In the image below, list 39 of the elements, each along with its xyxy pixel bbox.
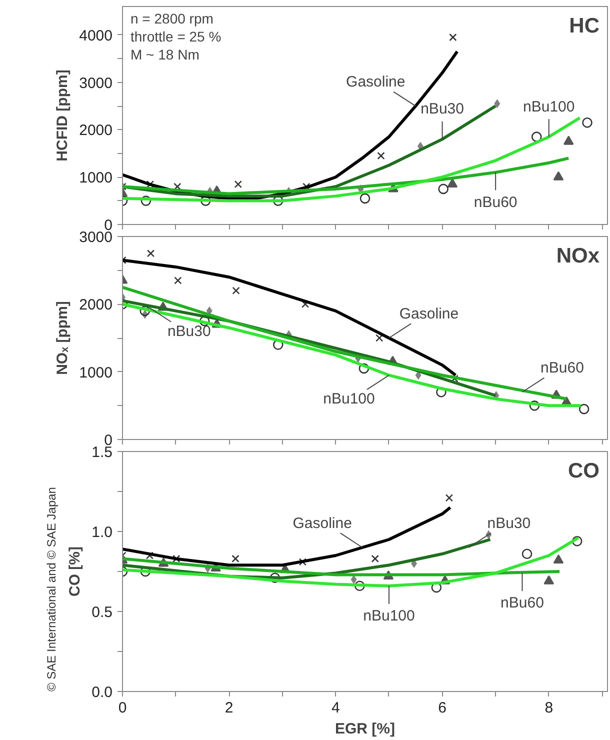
y-tick-label: 1000	[79, 364, 113, 382]
y-axis-title: HCFID [ppm]	[54, 70, 72, 162]
x-axis-title: EGR [%]	[335, 720, 396, 738]
y-axis-title: CO [%]	[66, 546, 84, 596]
annotation: Gasoline	[346, 74, 406, 91]
annotation: n = 2800 rpm	[130, 10, 214, 26]
annotation: throttle = 25 %	[130, 28, 222, 44]
annotation: nBu30	[420, 100, 464, 118]
x-tick-label: 0	[118, 700, 127, 716]
y-tick-label: 2000	[79, 296, 113, 314]
annotation: nBu60	[540, 360, 584, 377]
annotation: Gasoline	[399, 306, 459, 322]
y-axis-title: NOₓ [ppm]	[54, 301, 72, 375]
y-tick-label: 3000	[79, 229, 113, 246]
y-tick-label: 0.5	[92, 604, 113, 621]
x-tick-label: 6	[438, 700, 446, 716]
x-tick-label: 8	[544, 700, 554, 716]
annotation: M ~ 18 Nm	[130, 46, 200, 62]
y-tick-label: 2000	[79, 122, 113, 140]
y-tick-label: 3000	[79, 74, 113, 92]
text: © SAE International and © SAE Japan	[44, 487, 58, 692]
annotation: nBu30	[487, 515, 531, 532]
y-tick-label: 1000	[79, 170, 113, 187]
chart-title: CO	[568, 460, 600, 482]
annotation: nBu100	[523, 98, 575, 116]
y-tick-label: 1.0	[92, 524, 113, 541]
annotation: nBu100	[323, 390, 375, 408]
x-tick-label: 4	[332, 700, 340, 716]
annotation: nBu60	[500, 594, 544, 612]
annotation: nBu30	[167, 323, 211, 340]
chart-title: NOx	[556, 244, 600, 268]
annotation: nBu60	[474, 194, 518, 211]
annotation: nBu100	[363, 607, 415, 624]
y-tick-label: 4000	[79, 27, 113, 44]
chart-title: HC	[569, 14, 600, 38]
annotation: Gasoline	[292, 515, 352, 532]
x-tick-label: 2	[224, 700, 234, 716]
y-tick-label: 0.0	[92, 684, 113, 701]
y-tick-label: 1.5	[92, 444, 113, 461]
